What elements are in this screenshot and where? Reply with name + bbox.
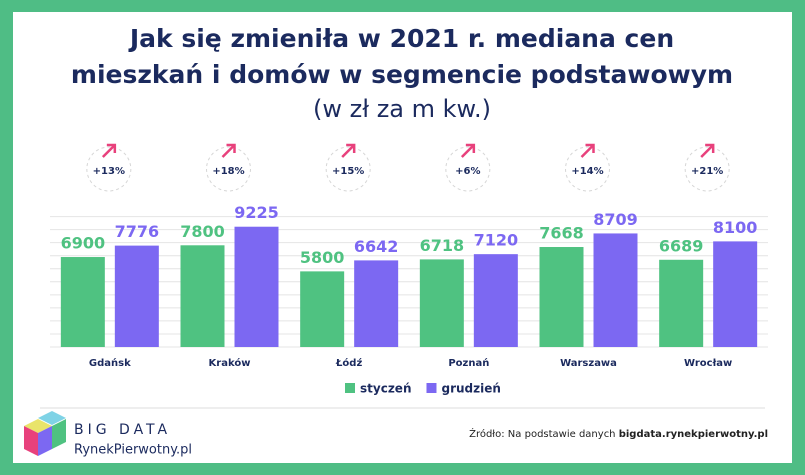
change-arrow	[101, 145, 115, 158]
panel	[13, 12, 792, 463]
change-arrow	[221, 145, 235, 158]
change-circle	[86, 146, 132, 192]
logo-icon	[24, 411, 66, 456]
value-label: 6689	[659, 236, 704, 255]
x-tick-label: Warszawa	[560, 358, 617, 369]
logo-subtitle: RynekPierwotny.pl	[74, 443, 192, 458]
chart-subtitle: (w zł za m kw.)	[313, 95, 491, 123]
bar	[539, 247, 584, 347]
bar	[114, 245, 159, 347]
change-label: +21%	[691, 166, 723, 177]
change-arrow-head	[585, 143, 595, 153]
change-label: +6%	[455, 166, 480, 177]
bar	[300, 271, 345, 347]
source: Źródło: Na podstawie danych bigdata.ryne…	[469, 427, 768, 440]
x-tick-label: Łódź	[335, 357, 362, 369]
value-label: 5800	[300, 248, 345, 267]
bar	[60, 257, 105, 347]
legend-swatch	[345, 383, 355, 393]
change-arrow-head	[226, 143, 236, 153]
value-label: 6642	[354, 237, 399, 256]
change-arrow	[460, 145, 474, 158]
legend-label: grudzień	[441, 382, 500, 396]
source-text: Źródło: Na podstawie danych	[469, 427, 615, 440]
change-circle	[206, 146, 251, 192]
x-tick-label: Kraków	[209, 357, 251, 369]
x-tick-label: Gdańsk	[89, 357, 131, 369]
change-arrow-head	[346, 143, 356, 153]
legend-swatch	[426, 383, 437, 393]
change-label: +18%	[212, 166, 244, 177]
value-label: 7120	[474, 231, 519, 250]
change-circle	[684, 146, 730, 192]
legend-label: styczeń	[360, 382, 411, 396]
change-label: +15%	[332, 166, 364, 177]
value-label: 8709	[593, 210, 638, 229]
change-arrow	[341, 145, 355, 158]
value-label: 9225	[234, 203, 279, 222]
value-label: 7776	[115, 222, 160, 241]
bar	[234, 226, 279, 347]
bar	[659, 259, 704, 347]
value-label: 6900	[61, 234, 106, 253]
bar	[593, 233, 638, 347]
change-circle	[325, 146, 371, 192]
bar	[354, 260, 399, 347]
change-arrow	[580, 145, 594, 158]
logo-title: BIG DATA	[74, 422, 171, 438]
bar	[473, 254, 518, 347]
source-link: bigdata.rynekpierwotny.pl	[619, 429, 768, 440]
chart-title: mieszkań i domów w segmencie podstawowym	[71, 60, 733, 89]
value-label: 8100	[713, 218, 758, 237]
change-arrow-head	[705, 143, 715, 153]
value-label: 7800	[180, 222, 225, 241]
x-tick-label: Poznań	[448, 357, 489, 369]
bar	[419, 259, 464, 347]
value-label: 7668	[539, 224, 584, 243]
x-tick-label: Wrocław	[684, 358, 732, 369]
chart-title: Jak się zmieniła w 2021 r. mediana cen	[128, 24, 674, 53]
bar	[713, 241, 758, 347]
change-circle	[445, 146, 491, 192]
bar	[180, 245, 225, 347]
change-arrow-head	[106, 143, 117, 153]
value-label: 6718	[420, 236, 465, 255]
change-arrow-head	[465, 143, 476, 153]
change-label: +14%	[571, 166, 603, 177]
change-label: +13%	[93, 166, 125, 177]
change-circle	[565, 146, 610, 192]
change-arrow	[700, 145, 714, 158]
